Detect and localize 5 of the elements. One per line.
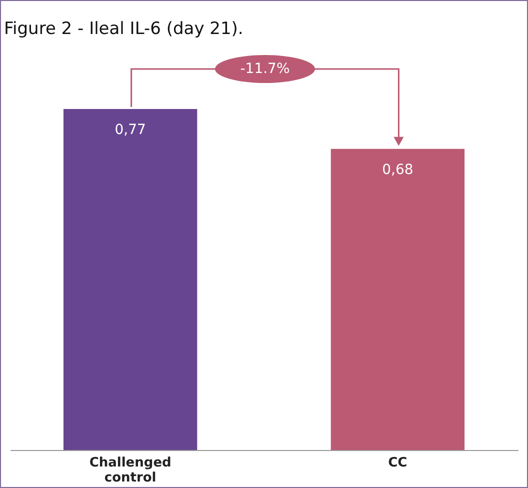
x-tick-label: CC (388, 456, 408, 470)
data-label: 0,77 (114, 122, 146, 138)
data-label: 0,68 (382, 162, 414, 178)
chart-title: Figure 2 - Ileal IL-6 (day 21). (4, 19, 244, 39)
x-tick-label: Challenged control (89, 456, 172, 486)
